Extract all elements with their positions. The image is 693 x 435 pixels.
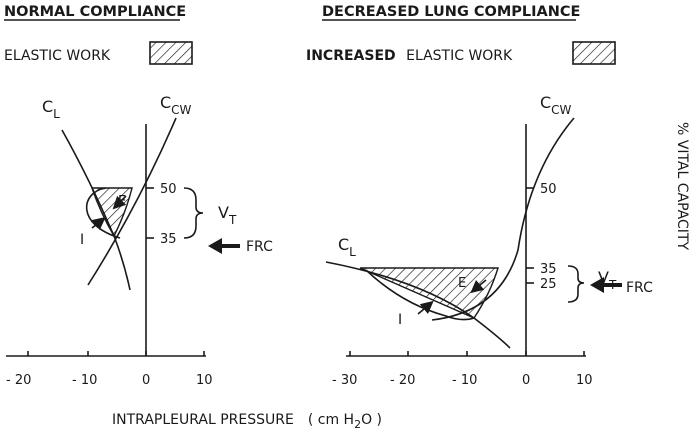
left-x-tick-label: 10: [196, 373, 213, 388]
right-inspiration-loop: [365, 269, 475, 321]
right-expiration-arrow-icon: [470, 279, 487, 294]
header-decreased-compliance: DECREASED LUNG COMPLIANCE: [322, 4, 580, 20]
right-x-tick-label: 10: [576, 373, 593, 388]
left-expiration-label: E: [118, 194, 126, 209]
left-inspiration-arrow-icon: [91, 217, 106, 230]
header-normal-compliance: NORMAL COMPLIANCE: [4, 4, 186, 20]
right-vt-brace: [567, 265, 585, 303]
right-inspiration-arrow-icon: [417, 300, 434, 315]
right-cl-curve: [325, 261, 511, 349]
right-frc-arrow-icon: [590, 277, 622, 293]
left-panel: CL CCW E I 50 35 VT FRC - 20 - 10 0 10: [6, 93, 273, 388]
right-y-tick-label-50: 50: [540, 182, 557, 197]
legend-elastic-work-label: ELASTIC WORK: [4, 48, 111, 64]
right-x-tick-label: - 10: [452, 373, 477, 388]
left-inspiration-loop: [85, 187, 121, 239]
left-vt-brace: [183, 187, 204, 239]
left-inspiration-label: I: [80, 232, 84, 248]
right-x-tick-label: - 20: [390, 373, 415, 388]
left-y-tick-label-35: 35: [160, 232, 177, 247]
y-axis-title: % VITAL CAPACITY: [674, 122, 690, 250]
legend-elastic-work-word: ELASTIC WORK: [406, 48, 513, 64]
legend-hatch-swatch-left: [149, 41, 193, 65]
left-x-tick-label: 0: [142, 373, 150, 388]
right-ccw-label: CCW: [540, 93, 572, 117]
left-frc-arrow-icon: [208, 238, 240, 254]
legend-hatch-swatch-right: [572, 41, 616, 65]
right-frc-label: FRC: [626, 280, 653, 296]
left-ccw-label: CCW: [160, 93, 192, 117]
right-inspiration-label: I: [398, 312, 402, 328]
left-cl-label: CL: [42, 97, 60, 121]
left-ccw-curve: [87, 117, 177, 286]
legend-increased-elastic-work-label: INCREASED ELASTIC WORK: [306, 48, 513, 64]
left-frc-label: FRC: [246, 239, 273, 255]
left-y-tick-label-50: 50: [160, 182, 177, 197]
left-vt-label: VT: [218, 203, 237, 227]
right-y-tick-label-25: 25: [540, 277, 557, 292]
left-expiration-arrow-icon: [112, 195, 127, 210]
left-x-tick-label: - 20: [6, 373, 31, 388]
right-x-tick-label: 0: [522, 373, 530, 388]
right-cl-label: CL: [338, 235, 356, 259]
right-expiration-label: E: [458, 276, 466, 291]
right-panel: CL CCW E I 50 35 25 VT FRC - 30 - 20 - 1…: [325, 93, 653, 388]
left-cl-curve: [61, 129, 131, 291]
left-x-tick-label: - 10: [72, 373, 97, 388]
x-axis-title: INTRAPLEURAL PRESSURE( cm H2O ): [112, 412, 382, 431]
legend-increased-word: INCREASED: [306, 48, 396, 64]
right-ccw-curve: [431, 117, 575, 321]
right-x-tick-label: - 30: [332, 373, 357, 388]
right-y-tick-label-35: 35: [540, 262, 557, 277]
